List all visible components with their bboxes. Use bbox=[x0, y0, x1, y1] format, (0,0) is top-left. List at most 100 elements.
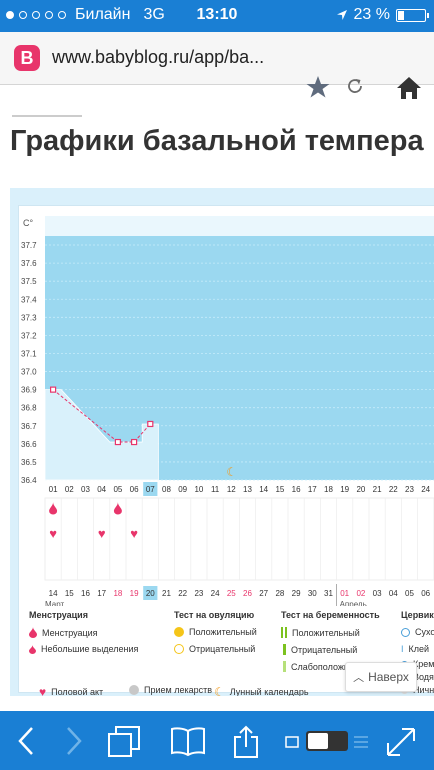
forward-arrow-icon[interactable] bbox=[62, 725, 86, 757]
month-label: Апрель bbox=[340, 600, 367, 606]
data-point bbox=[50, 386, 57, 393]
legend-label: Менструация bbox=[42, 627, 98, 638]
pill-icon bbox=[129, 685, 139, 695]
y-tick-label: 36.7 bbox=[21, 422, 37, 431]
chart-container: C° 37.7 37.6 37.5 37.4 37.3 37.2 37.1 37.0 36.9 36… bbox=[10, 188, 434, 696]
signal-dot bbox=[45, 11, 53, 19]
browser-url-bar: B www.babyblog.ru/app/ba... bbox=[0, 32, 434, 99]
signal-dot bbox=[58, 11, 66, 19]
back-arrow-icon[interactable] bbox=[14, 725, 38, 757]
y-tick-label: 37.6 bbox=[21, 259, 37, 268]
plot-area bbox=[45, 236, 434, 480]
cycle-day-label: 17 bbox=[308, 485, 317, 494]
reload-icon[interactable] bbox=[345, 76, 365, 96]
fullscreen-arrow-icon[interactable] bbox=[384, 725, 418, 759]
browser-toolbar bbox=[0, 711, 434, 770]
share-icon[interactable] bbox=[232, 725, 260, 759]
y-tick-label: 37.1 bbox=[21, 349, 37, 358]
dry-icon bbox=[401, 627, 410, 637]
legend-pregnancy-negative: Отрицательный bbox=[281, 644, 357, 655]
yellow-circle-icon bbox=[174, 627, 184, 637]
location-arrow-icon bbox=[336, 10, 347, 20]
date-label: 06 bbox=[421, 589, 430, 598]
legend-pregnancy-title: Тест на беременность bbox=[281, 610, 380, 620]
y-tick-label: 36.5 bbox=[21, 458, 37, 467]
cycle-day-label: 02 bbox=[65, 485, 74, 494]
legend-medication: Прием лекарств bbox=[129, 685, 212, 695]
status-bar: Билайн 3G 13:10 23 % bbox=[0, 0, 434, 32]
date-label: 31 bbox=[324, 589, 333, 598]
cycle-day-label: 07 bbox=[146, 485, 155, 494]
bookmark-star-icon[interactable] bbox=[305, 74, 331, 100]
bbt-chart[interactable]: C° 37.7 37.6 37.5 37.4 37.3 37.2 37.1 37.0 36.9 36… bbox=[19, 206, 434, 606]
date-label: 22 bbox=[178, 589, 187, 598]
y-tick-label: 37.4 bbox=[21, 295, 37, 304]
tabs-icon[interactable] bbox=[107, 725, 141, 759]
y-tick-label: 36.8 bbox=[21, 404, 37, 413]
month-label: Март bbox=[45, 600, 64, 606]
date-label: 19 bbox=[130, 589, 139, 598]
series-line bbox=[52, 389, 151, 443]
legend-label: Лунный календарь bbox=[229, 687, 309, 696]
date-label: 21 bbox=[162, 589, 171, 598]
home-icon[interactable] bbox=[395, 74, 423, 102]
legend-label: Небольшие выделения bbox=[41, 644, 139, 654]
cycle-day-label: 10 bbox=[194, 485, 203, 494]
y-tick-label: 37.2 bbox=[21, 331, 37, 340]
cycle-day-label: 06 bbox=[130, 485, 139, 494]
legend-ovulation-title: Тест на овуляцию bbox=[174, 610, 255, 620]
date-label: 24 bbox=[211, 589, 220, 598]
legend-label: Отрицательный bbox=[291, 644, 358, 655]
intercourse-heart: ♥ bbox=[49, 526, 57, 541]
date-label: 23 bbox=[194, 589, 203, 598]
legend-label: Положительный bbox=[292, 627, 360, 638]
url-field[interactable]: www.babyblog.ru/app/ba... bbox=[52, 47, 265, 67]
date-label: 30 bbox=[308, 589, 317, 598]
battery-level bbox=[398, 10, 404, 20]
legend-label: Крем bbox=[413, 659, 434, 669]
date-label: 04 bbox=[389, 589, 398, 598]
date-label: 20 bbox=[146, 589, 155, 598]
legend-intercourse: ♥ Половой акт bbox=[39, 685, 103, 696]
blood-drop-icon bbox=[29, 627, 37, 638]
legend-label: Водя bbox=[413, 672, 434, 682]
legend-moon: ☾ Лунный календарь bbox=[214, 685, 309, 696]
site-favicon: B bbox=[14, 45, 40, 71]
cycle-day-label: 11 bbox=[211, 485, 220, 494]
legend-label: Прием лекарств bbox=[144, 685, 213, 695]
cycle-day-label: 03 bbox=[81, 485, 90, 494]
signal-dot bbox=[6, 11, 14, 19]
legend-spotting: Небольшие выделения bbox=[29, 644, 138, 654]
clock: 13:10 bbox=[196, 6, 238, 23]
menstruation-drop bbox=[49, 502, 58, 515]
page-header: Графики базальной темпера bbox=[0, 85, 434, 185]
cycle-day-label: 21 bbox=[373, 485, 382, 494]
legend-menstruation-title: Менструация bbox=[29, 610, 88, 620]
legend-label: Половой акт bbox=[51, 687, 104, 696]
double-bar-icon bbox=[281, 627, 287, 638]
back-to-top-button[interactable]: ︿ Наверх bbox=[345, 662, 417, 692]
highlighted-date-bg bbox=[143, 586, 158, 600]
cycle-day-label: 16 bbox=[292, 485, 301, 494]
date-label: 14 bbox=[49, 589, 58, 598]
cycle-day-label: 09 bbox=[178, 485, 187, 494]
heart-icon: ♥ bbox=[39, 685, 47, 696]
legend-label: Отрицательный bbox=[189, 644, 256, 654]
y-tick-label: 36.4 bbox=[21, 476, 37, 485]
toggle-switch-icon[interactable] bbox=[284, 729, 370, 753]
y-tick-label: 37.7 bbox=[21, 241, 37, 250]
intercourse-heart: ♥ bbox=[98, 526, 106, 541]
legend-cervical-item: Сухо bbox=[401, 627, 434, 637]
reader-book-icon[interactable] bbox=[170, 725, 206, 757]
divider bbox=[12, 115, 82, 117]
cycle-day-label: 04 bbox=[97, 485, 106, 494]
y-tick-label: 37.5 bbox=[21, 277, 37, 286]
y-axis-label: C° bbox=[23, 218, 33, 228]
back-to-top-label: Наверх bbox=[368, 670, 409, 684]
battery-icon bbox=[396, 8, 429, 22]
page-title: Графики базальной темпера bbox=[10, 125, 424, 157]
cycle-day-label: 23 bbox=[405, 485, 414, 494]
legend-menstruation: Менструация bbox=[29, 627, 98, 638]
data-point bbox=[130, 438, 138, 446]
data-point bbox=[114, 438, 122, 446]
